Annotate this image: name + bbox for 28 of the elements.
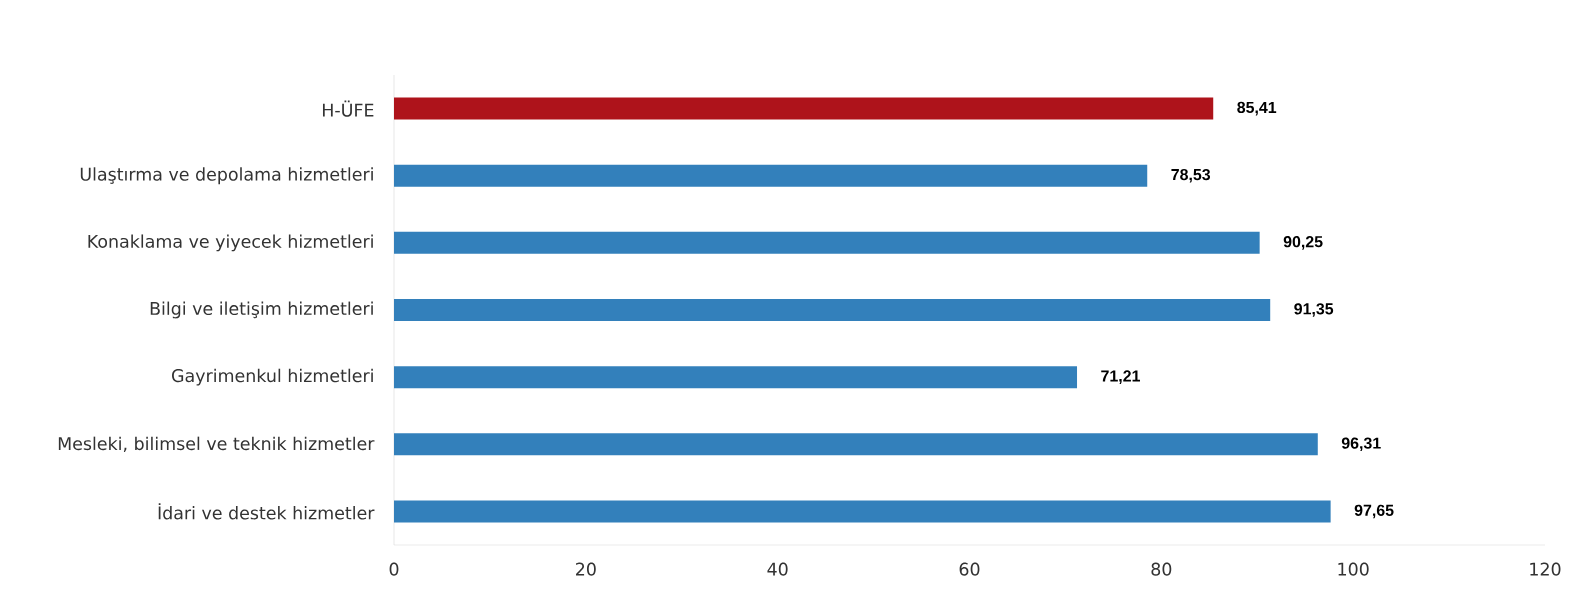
data-label: 78,53 xyxy=(1171,168,1211,183)
bar xyxy=(394,500,1331,523)
x-tick-label: 80 xyxy=(1151,562,1172,576)
data-label: 85,41 xyxy=(1237,101,1277,116)
x-tick-label: 120 xyxy=(1530,562,1561,576)
data-label: 97,65 xyxy=(1354,504,1394,519)
x-tick-label: 100 xyxy=(1338,562,1369,576)
bar xyxy=(394,366,1078,389)
data-label: 96,31 xyxy=(1341,437,1381,452)
y-tick-label: Gayrimenkul hizmetleri xyxy=(172,368,373,386)
bar xyxy=(394,433,1318,456)
y-tick-label: Ulaştırma ve depolama hizmetleri xyxy=(80,167,373,185)
data-label: 90,25 xyxy=(1283,236,1323,250)
bar xyxy=(394,97,1214,120)
y-tick-label: Mesleki, bilimsel ve teknik hizmetler xyxy=(58,436,375,452)
y-tick-label: Bilgi ve iletişim hizmetleri xyxy=(150,301,373,319)
x-tick-label: 0 xyxy=(389,562,399,576)
bar xyxy=(394,164,1148,187)
x-tick-label: 20 xyxy=(576,562,596,576)
y-tick-label: İdari ve destek hizmetler xyxy=(158,503,375,520)
bar xyxy=(394,299,1271,322)
x-tick-label: 60 xyxy=(959,562,980,576)
data-label: 91,35 xyxy=(1294,303,1334,317)
y-tick-label: H-ÜFE xyxy=(322,100,374,117)
bar xyxy=(394,231,1260,254)
x-tick-label: 40 xyxy=(767,562,788,576)
data-label: 71,21 xyxy=(1101,370,1140,384)
y-tick-label: Konaklama ve yiyecek hizmetleri xyxy=(88,234,373,252)
